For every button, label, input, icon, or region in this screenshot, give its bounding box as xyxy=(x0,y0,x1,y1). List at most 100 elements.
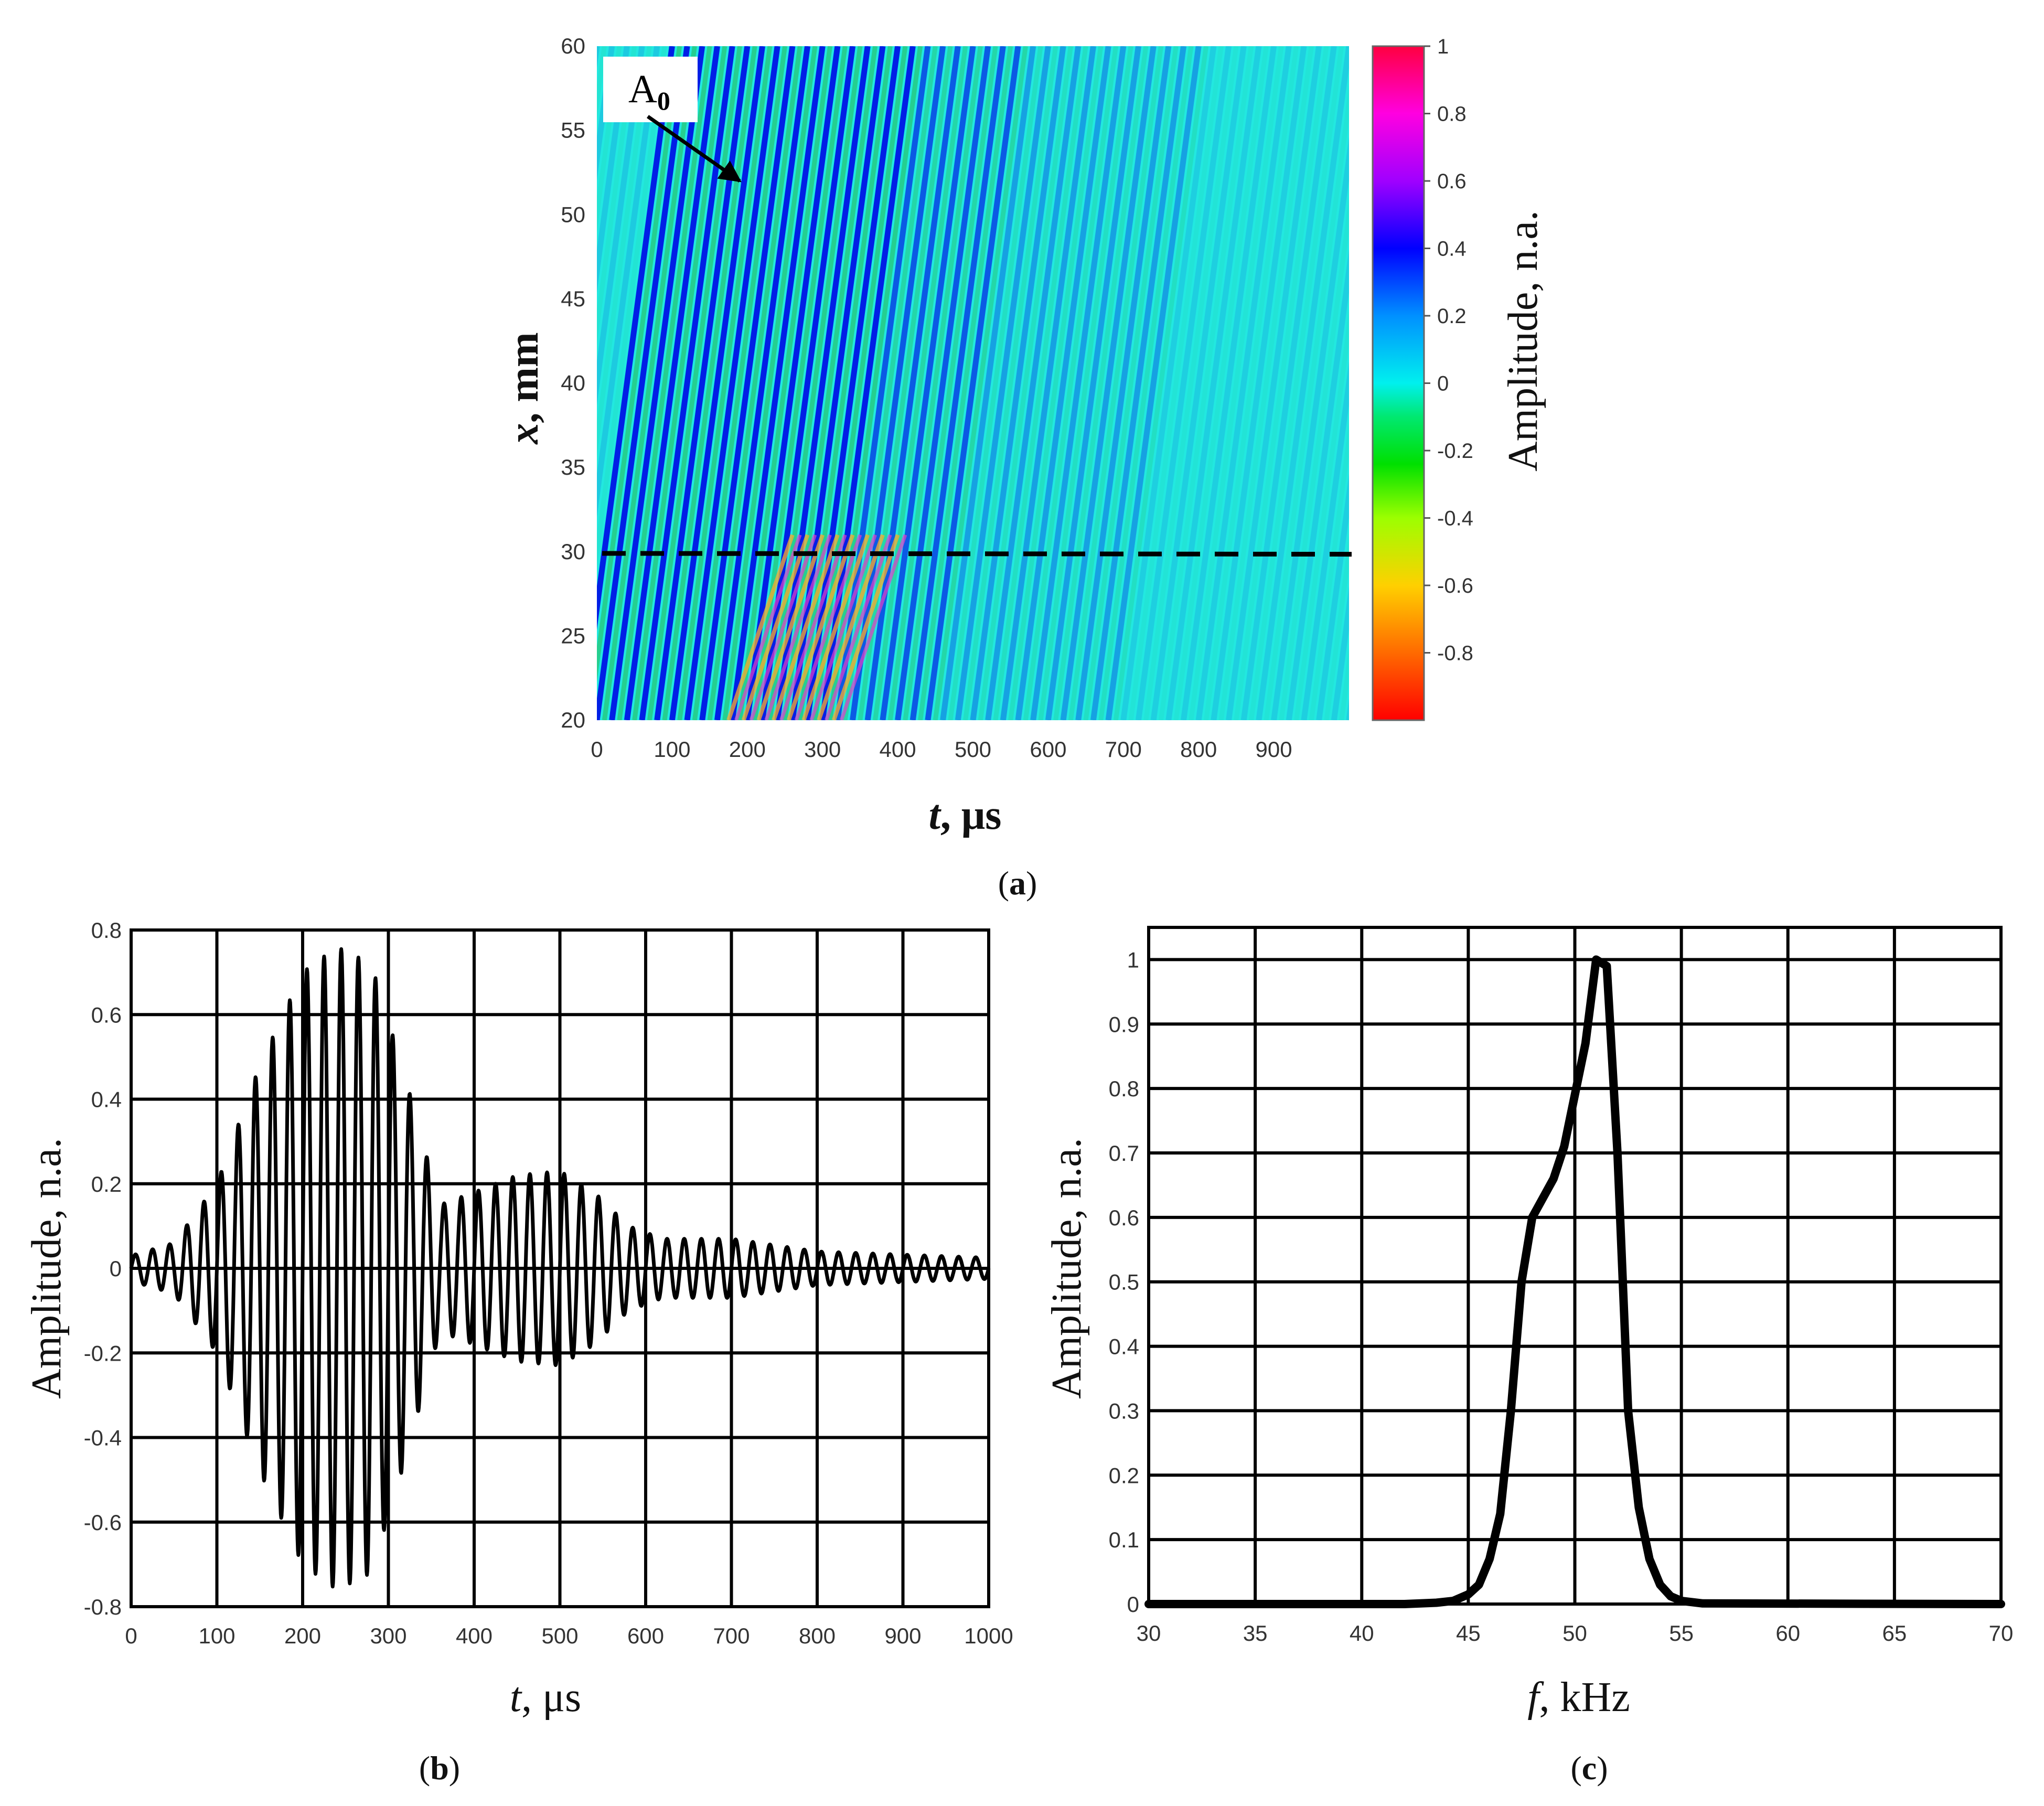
heatmap-stripe-negative xyxy=(1204,46,1299,720)
heatmap-x-tick: 300 xyxy=(804,737,841,762)
heatmap-stripe-positive xyxy=(744,46,841,720)
heatmap-stripe-negative xyxy=(722,46,818,720)
spectrum-x-tick: 45 xyxy=(1456,1621,1481,1645)
heatmap-stripe-positive xyxy=(597,46,690,720)
spectrum-y-tick: 0.7 xyxy=(1109,1141,1139,1166)
heatmap-stripe-negative xyxy=(1309,421,1349,720)
heatmap-stripe-negative xyxy=(1324,533,1349,720)
signal-x-tick: 500 xyxy=(541,1623,578,1648)
heatmap-stripe-negative xyxy=(597,46,622,233)
heatmap-stripe-positive xyxy=(597,46,645,405)
heatmap-stripe-positive xyxy=(1301,361,1349,720)
heatmap-stripe-negative xyxy=(1038,46,1133,720)
heatmap-y-label-var: x xyxy=(501,423,547,445)
heatmap-stripe-negative xyxy=(597,46,652,457)
caption-b-letter: b xyxy=(430,1749,449,1787)
heatmap-stripe-positive xyxy=(1286,249,1349,720)
heatmap-stripe-negative xyxy=(887,46,983,720)
heatmap-y-tick: 30 xyxy=(561,539,585,564)
colorbar-tick: 0 xyxy=(1437,372,1449,396)
signal-x-tick: 300 xyxy=(370,1623,406,1648)
heatmap-stripe-negative xyxy=(677,46,773,720)
caption-a: (a) xyxy=(998,864,1037,902)
heatmap-y-label: x, mm xyxy=(501,332,547,444)
signal-x-tick: 700 xyxy=(713,1623,750,1648)
spectrum-x-tick: 30 xyxy=(1137,1621,1161,1645)
caption-c-letter: c xyxy=(1582,1749,1597,1787)
spectrum-y-ticks: 0 0.1 0.2 0.3 0.4 0.5 0.6 0.7 0.8 0.9 1 xyxy=(1109,947,1139,1617)
a0-label: A0 xyxy=(628,67,670,115)
spectrum-y-tick: 0.1 xyxy=(1109,1527,1139,1552)
signal-y-tick: -0.6 xyxy=(84,1510,122,1535)
heatmap-stripe-negative xyxy=(597,46,637,345)
heatmap-y-tick: 40 xyxy=(561,371,585,396)
heatmap-stripe-trough xyxy=(839,534,907,720)
spectrum-x-tick: 35 xyxy=(1243,1621,1268,1645)
heatmap-x-tick: 0 xyxy=(591,737,603,762)
heatmap-stripe-negative xyxy=(933,46,1028,720)
heatmap-x-tick: 600 xyxy=(1030,737,1066,762)
panel-c: 30 35 40 45 50 55 60 65 70 0 0.1 0.2 0.3 0.4 0.5 0.6 0.… xyxy=(1044,926,2013,1787)
heatmap-stripe-negative xyxy=(1023,46,1118,720)
spectrum-y-tick: 0.6 xyxy=(1109,1205,1139,1230)
heatmap-stripe-positive xyxy=(1015,46,1111,720)
heatmap-stripe-positive xyxy=(909,46,1006,720)
spectrum-x-label: f, kHz xyxy=(1527,1674,1630,1720)
heatmap-stripe-positive xyxy=(1271,136,1349,720)
heatmap-stripe-negative xyxy=(1279,197,1349,720)
heatmap-stripe-negative xyxy=(1159,46,1254,720)
heatmap-stripe-positive xyxy=(684,46,780,720)
a0-label-sub: 0 xyxy=(657,86,670,115)
heatmap-stripe-positive xyxy=(940,46,1036,720)
heatmap-stripe-positive xyxy=(789,46,886,720)
a0-arrow xyxy=(646,115,742,183)
panel-a: A0 0 100 200 300 400 500 600 700 800 900 20253035… xyxy=(501,34,1546,902)
heatmap-stripe-peak xyxy=(831,534,900,720)
heatmap-stripe-trough xyxy=(749,534,817,720)
heatmap-stripe-negative xyxy=(662,46,757,720)
heatmap-stripe-positive xyxy=(1181,46,1277,720)
heatmap-stripe-positive xyxy=(1030,46,1127,720)
colorbar-tick: 0.4 xyxy=(1437,238,1467,261)
heatmap-stripe-positive xyxy=(1060,46,1157,720)
spectrum-y-tick: 0 xyxy=(1127,1592,1139,1617)
heatmap-stripe-negative xyxy=(1294,309,1349,720)
heatmap-stripe-positive xyxy=(1316,474,1349,720)
heatmap-stripe-negative xyxy=(1234,46,1329,720)
signal-x-label: t, μs xyxy=(510,1674,581,1720)
heatmap-y-ticks: 20 25 30 35 40 45 50 55 60 xyxy=(561,34,585,732)
heatmap-stripe-positive xyxy=(1090,46,1186,720)
colorbar-tick: -0.4 xyxy=(1437,507,1473,530)
heatmap-stripe-peak xyxy=(756,534,825,720)
caption-c: (c) xyxy=(1570,1749,1608,1787)
heatmap-stripe-positive xyxy=(850,46,946,720)
heatmap-stripe-negative xyxy=(737,46,833,720)
heatmap-stripe-negative xyxy=(948,46,1043,720)
heatmap-stripe-negative xyxy=(1128,46,1224,720)
heatmap-dashed-line xyxy=(602,551,1352,557)
heatmap-stripe-negative xyxy=(1008,46,1104,720)
colorbar xyxy=(1372,45,1425,721)
heatmap-stripe-peak xyxy=(786,534,855,720)
a0-annotation: A0 xyxy=(603,57,742,183)
heatmap-stripe-positive xyxy=(1195,46,1292,720)
panel-b: 0 100 200 300 400 500 600 700 800 900 1000 -0.8-0.… xyxy=(24,918,1013,1787)
heatmap-stripe-negative xyxy=(1113,46,1209,720)
heatmap-stripe-positive xyxy=(985,46,1082,720)
heatmap-stripe-negative xyxy=(692,46,787,720)
heatmap-y-label-unit: , mm xyxy=(501,332,547,423)
heatmap-stripe-positive xyxy=(654,46,751,720)
heatmap-stripe-negative xyxy=(1249,46,1344,720)
heatmap-stripe-trough xyxy=(794,534,862,720)
heatmap-stripe-positive xyxy=(1045,46,1141,720)
heatmap-stripe-positive xyxy=(819,46,916,720)
heatmap-stripe-negative xyxy=(1143,46,1239,720)
signal-y-label: Amplitude, n.a. xyxy=(24,1138,70,1399)
heatmap-stripe-peak xyxy=(741,534,810,720)
spectrum-x-tick: 50 xyxy=(1563,1621,1587,1645)
heatmap-x-tick: 500 xyxy=(955,737,991,762)
heatmap-x-tick: 700 xyxy=(1105,737,1142,762)
heatmap-stripe-negative xyxy=(647,46,742,720)
heatmap-x-ticks: 0 100 200 300 400 500 600 700 800 900 xyxy=(591,737,1292,762)
